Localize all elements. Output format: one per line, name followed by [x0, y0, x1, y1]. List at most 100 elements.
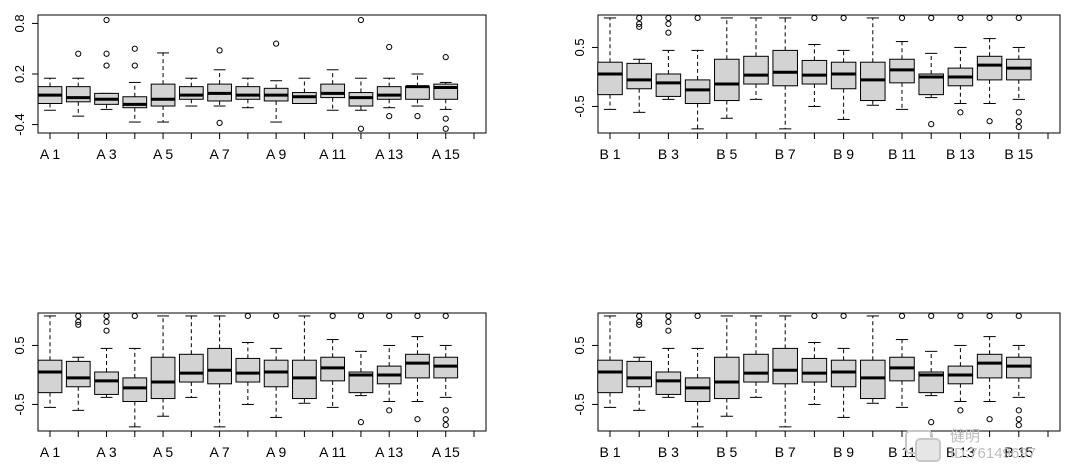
box-body [405, 86, 430, 100]
box-body [772, 49, 798, 87]
chart-panel-1: -0.4 0.2 0.8 A 1 A 3 A 5 A 7 A 9 A 11 A 13 A 15 [12, 14, 487, 162]
outlier-point [986, 118, 993, 125]
outlier-point [75, 321, 82, 328]
box-a3 [94, 312, 119, 398]
box-b10 [860, 17, 886, 106]
watermark-line-1: 健明 [950, 428, 981, 445]
box-body [918, 73, 944, 96]
box-body [37, 359, 63, 394]
box-body [122, 377, 148, 402]
y-tick-label: -0.5 [572, 95, 587, 117]
outlier-point [636, 14, 643, 22]
outlier-point [386, 407, 393, 414]
box-a9 [263, 312, 289, 418]
box-b4 [684, 312, 711, 428]
outlier-point [636, 312, 643, 320]
outlier-point [1015, 422, 1022, 429]
outlier-point [386, 113, 393, 120]
y-tick-label: 0.2 [12, 65, 27, 83]
x-tick-label: A 3 [96, 146, 116, 162]
x-tick-label: B 13 [946, 444, 975, 460]
outlier-point [811, 14, 818, 22]
box-a12 [348, 312, 374, 426]
x-tick-label: A 13 [375, 146, 403, 162]
x-tick-label: B 9 [833, 444, 854, 460]
box-body [655, 73, 682, 97]
box-b6 [743, 17, 769, 100]
y-tick-label: -0.5 [572, 393, 587, 415]
outlier-point [665, 318, 672, 325]
box-b14 [976, 14, 1003, 125]
outlier-point [665, 14, 672, 22]
outlier-point [442, 54, 449, 61]
outlier-point [986, 312, 993, 320]
box-b13 [947, 14, 974, 116]
x-tick-label: A 9 [266, 146, 286, 162]
box-body [320, 83, 346, 99]
box-body [235, 86, 261, 100]
box-b3 [655, 14, 682, 100]
y-tick-label: 0.5 [572, 336, 587, 354]
box-body [801, 59, 828, 85]
box-body [178, 86, 204, 100]
x-tick-label: B 3 [658, 146, 679, 162]
x-tick-label: A 1 [40, 146, 60, 162]
box-body [743, 353, 769, 383]
box-body [348, 92, 374, 107]
box-a8 [235, 77, 261, 109]
box-b11 [889, 312, 915, 408]
box-b9 [830, 14, 857, 120]
outlier-point [928, 312, 935, 320]
outlier-point [986, 416, 993, 423]
x-tick-label: B 1 [599, 444, 620, 460]
box-body [65, 86, 91, 103]
outlier-point [103, 50, 110, 57]
outlier-point [665, 327, 672, 334]
box-a1 [37, 315, 63, 408]
box-b12 [918, 14, 944, 128]
box-body [65, 360, 91, 388]
outlier-point [442, 115, 449, 122]
x-tick-label: A 15 [432, 444, 460, 460]
x-tick-label: B 15 [1004, 444, 1033, 460]
x-tick-label: B 5 [716, 146, 737, 162]
x-tick-label: A 5 [153, 444, 173, 460]
box-body [626, 360, 652, 388]
outlier-point [898, 312, 906, 320]
outlier-point [103, 16, 110, 24]
box-body [684, 377, 711, 402]
box-b7 [772, 315, 798, 428]
box-a11 [320, 312, 346, 408]
x-tick-label: B 7 [775, 146, 796, 162]
chart-panel-4: -0.5 0.5 B 1 B 3 B 5 B 7 B 9 B 11 B 13 B 15 [572, 312, 1061, 460]
outlier-point [103, 318, 110, 325]
box-body [178, 353, 204, 383]
x-tick-label: B 7 [775, 444, 796, 460]
box-b10 [860, 315, 886, 404]
outlier-point [898, 14, 906, 22]
box-body [376, 86, 402, 100]
outlier-point [957, 312, 964, 320]
outlier-point [1015, 407, 1022, 414]
box-body [405, 353, 430, 379]
box-b2 [626, 14, 652, 113]
outlier-point [636, 321, 643, 328]
box-a5 [150, 315, 176, 417]
chart-panel-2: -0.5 0.5 B 1 B 3 B 5 B 7 B 9 B 11 B 13 B 15 [572, 14, 1061, 162]
outlier-point [357, 16, 365, 24]
outlier-point [665, 29, 672, 36]
x-tick-label: B 11 [888, 444, 916, 460]
outlier-point [957, 407, 964, 414]
box-body [772, 347, 798, 385]
outlier-point [103, 327, 110, 334]
box-a9 [263, 40, 289, 123]
box-a3 [94, 16, 119, 110]
box-b5 [714, 17, 740, 119]
outlier-point [665, 20, 672, 27]
x-tick-label: A 3 [96, 444, 116, 460]
box-body [150, 356, 176, 400]
box-b2 [626, 312, 652, 411]
box-a1 [37, 77, 63, 111]
outlier-point [636, 23, 643, 30]
